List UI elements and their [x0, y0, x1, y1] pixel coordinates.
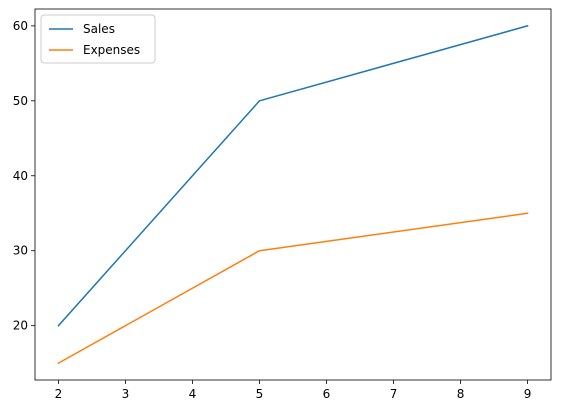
x-tick-label: 3	[122, 387, 130, 401]
x-tick-label: 8	[457, 387, 465, 401]
legend-label-expenses: Expenses	[83, 43, 140, 57]
plot-area: 2 3 4 5 6 7 8 9 20 30 40 50 60 Sales Expenses	[13, 8, 552, 401]
y-tick-label: 40	[13, 169, 28, 183]
legend-label-sales: Sales	[83, 22, 115, 36]
x-tick-label: 5	[256, 387, 264, 401]
axes-frame	[34, 8, 552, 381]
y-tick-label: 20	[13, 319, 28, 333]
series-line-sales	[57, 24, 529, 327]
x-tick-label: 9	[524, 387, 532, 401]
x-tick-label: 2	[55, 387, 63, 401]
y-tick-label: 50	[13, 94, 28, 108]
x-tick-label: 6	[323, 387, 331, 401]
series-line-expenses	[57, 212, 529, 365]
x-tick-label: 7	[390, 387, 398, 401]
legend-box	[40, 14, 156, 64]
y-tick-label: 30	[13, 244, 28, 258]
x-tick-label: 4	[189, 387, 197, 401]
y-tick-label: 60	[13, 19, 28, 33]
